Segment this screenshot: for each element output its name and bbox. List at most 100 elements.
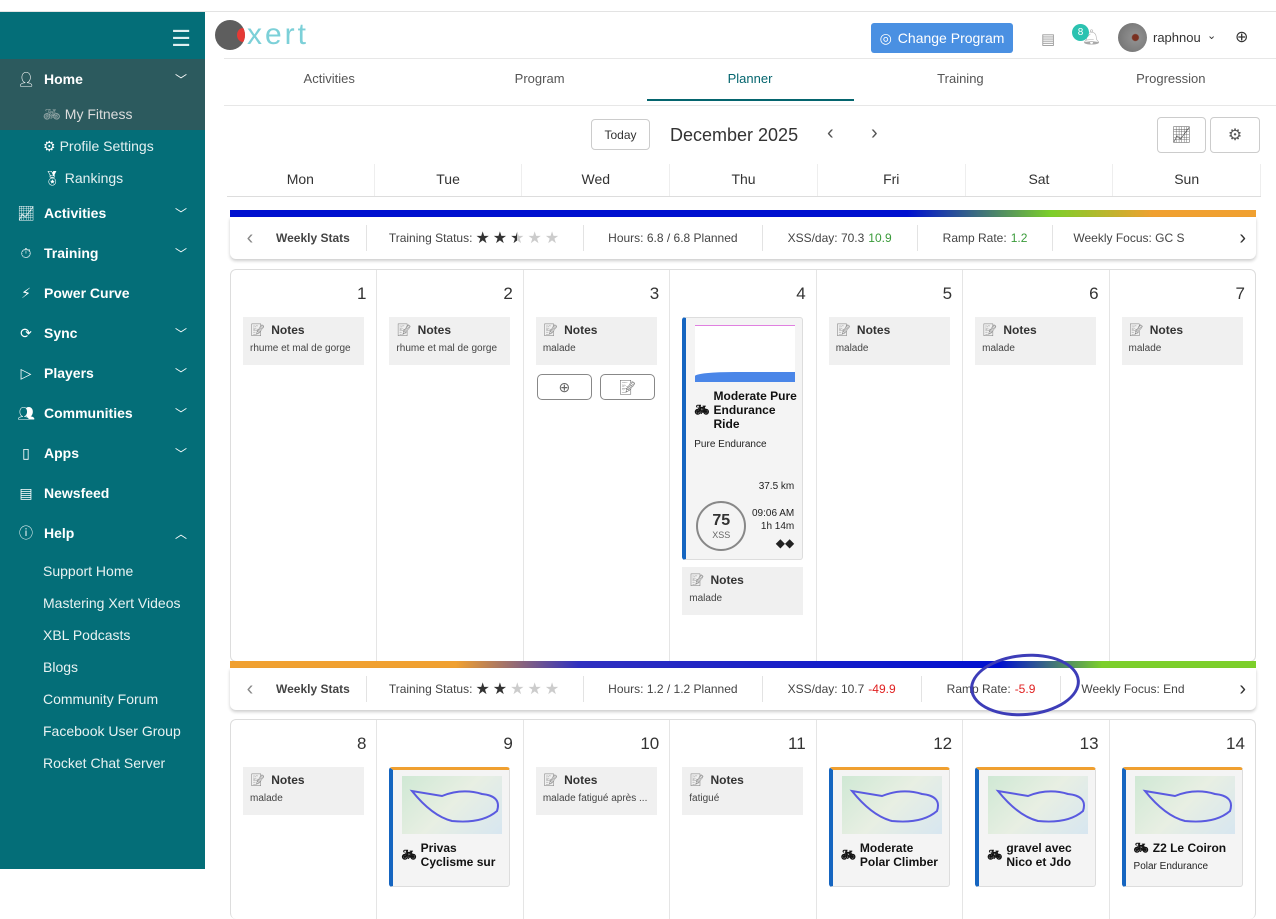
- today-button[interactable]: Today: [591, 119, 650, 150]
- prev-month-icon[interactable]: ‹: [827, 122, 834, 144]
- workout-distance: 37.5 km: [758, 481, 795, 492]
- tab-planner[interactable]: Planner: [645, 59, 855, 105]
- week-row: 1 📝︎ Notes rhume et mal de gorge 2 📝︎ Notes rhu…: [230, 269, 1256, 662]
- sidebar-subitem-my-fitness[interactable]: 🚲︎ My Fitness: [43, 106, 132, 123]
- next-month-icon[interactable]: ›: [871, 122, 878, 144]
- day-number: 12: [933, 734, 953, 753]
- notes-card[interactable]: 📝︎ Notes malade: [975, 317, 1097, 365]
- day-number: 7: [1235, 284, 1245, 303]
- chevron-down-icon[interactable]: ﹀: [174, 206, 187, 221]
- sidebar-item-newsfeed[interactable]: ▤ Newsfeed: [0, 473, 205, 513]
- chevron-left-icon[interactable]: ‹: [246, 226, 254, 249]
- notes-text: malade: [689, 593, 723, 604]
- calendar-day[interactable]: 4 🚲︎ Moderate Pure Endurance Ride Pure Endu…: [670, 270, 817, 661]
- notes-card[interactable]: 📝︎ Notes fatigué: [682, 767, 804, 815]
- chevron-down-icon[interactable]: ﹀: [174, 446, 187, 461]
- tab-activities[interactable]: Activities: [224, 59, 434, 105]
- notes-text: malade fatigué après ...: [542, 793, 648, 804]
- calendar-day[interactable]: 6 📝︎ Notes malade: [963, 270, 1110, 661]
- calendar-day[interactable]: 11 📝︎ Notes fatigué: [670, 720, 817, 919]
- day-number: 8: [356, 734, 367, 753]
- chevron-left-icon[interactable]: ‹: [246, 677, 254, 700]
- help-link[interactable]: Mastering Xert Videos: [43, 595, 181, 611]
- change-program-button[interactable]: ◎ Change Program: [871, 23, 1013, 53]
- notes-card[interactable]: 📝︎ Notes malade: [682, 567, 804, 615]
- sidebar-item-label: Players: [44, 365, 94, 381]
- chevron-down-icon[interactable]: ﹀: [174, 246, 187, 261]
- sidebar-subitem-profile-settings[interactable]: ⚙ Profile Settings: [43, 138, 154, 155]
- help-link[interactable]: Rocket Chat Server: [43, 755, 166, 771]
- activity-card[interactable]: 🚲︎ gravel avec Nico et Jdo: [975, 767, 1097, 887]
- chevron-right-icon[interactable]: ›: [1239, 226, 1246, 250]
- calendar-day[interactable]: 13 🚲︎ gravel avec Nico et Jdo: [963, 720, 1110, 919]
- sidebar-item-home[interactable]: 👤︎ Home ﹀: [0, 59, 205, 99]
- chevron-down-icon[interactable]: ﹀: [174, 72, 187, 87]
- notes-card[interactable]: 📝︎ Notes malade: [243, 767, 364, 815]
- tab-program[interactable]: Program: [434, 59, 644, 105]
- weekday-tue: Tue: [375, 164, 523, 196]
- bike-icon: 🚲︎: [43, 106, 61, 122]
- chevron-down-icon[interactable]: ﹀: [174, 326, 187, 341]
- chevron-up-icon[interactable]: ︿: [174, 526, 187, 541]
- xert-logo[interactable]: xert: [215, 20, 309, 50]
- sidebar-subitem-rankings[interactable]: 🏅︎ Rankings: [43, 170, 123, 187]
- add-workout-button[interactable]: ⊕: [536, 374, 592, 400]
- add-note-button[interactable]: 📝︎: [599, 374, 655, 400]
- sidebar-item-players[interactable]: ▷ Players ﹀: [0, 353, 205, 393]
- settings-button[interactable]: ⚙: [1210, 117, 1260, 153]
- avatar[interactable]: [1118, 23, 1147, 52]
- activity-title-row: 🚲︎ Privas Cyclisme sur: [393, 834, 509, 869]
- help-link[interactable]: Support Home: [43, 563, 134, 579]
- help-link[interactable]: XBL Podcasts: [43, 627, 131, 643]
- sidebar-item-communities[interactable]: 👥︎ Communities ﹀: [0, 393, 205, 433]
- ramp-rate-label: Ramp Rate:: [942, 231, 1007, 245]
- calendar-day[interactable]: 14 🚲︎ Z2 Le Coiron Polar Endurance: [1110, 720, 1255, 919]
- notes-card[interactable]: 📝︎ Notes malade fatigué après ...: [535, 767, 657, 815]
- help-link[interactable]: Blogs: [43, 659, 79, 675]
- calendar-day[interactable]: 10 📝︎ Notes malade fatigué après ...: [524, 720, 671, 919]
- notes-card[interactable]: 📝︎ Notes malade: [1121, 317, 1243, 365]
- sidebar-item-sync[interactable]: ⟳ Sync ﹀: [0, 313, 205, 353]
- sidebar-item-training[interactable]: ⏱︎ Training ﹀: [0, 233, 205, 273]
- menu-icon[interactable]: ☰: [171, 26, 191, 51]
- notes-card[interactable]: 📝︎ Notes rhume et mal de gorge: [243, 317, 364, 365]
- calendar-day[interactable]: 8 📝︎ Notes malade: [231, 720, 378, 919]
- chart-button[interactable]: 📈︎: [1157, 117, 1206, 153]
- chevron-down-icon[interactable]: ⌄: [1207, 30, 1217, 42]
- notes-card[interactable]: 📝︎ Notes malade: [828, 317, 950, 365]
- sidebar-item-power-curve[interactable]: ⚡︎ Power Curve: [0, 273, 205, 313]
- calendar-day[interactable]: 2 📝︎ Notes rhume et mal de gorge: [377, 270, 524, 661]
- activity-card[interactable]: 🚲︎ Moderate Polar Climber: [828, 767, 950, 887]
- activity-card[interactable]: 🚲︎ Privas Cyclisme sur: [389, 767, 511, 887]
- chevron-down-icon[interactable]: ﹀: [174, 366, 187, 381]
- plus-circle-icon[interactable]: ⊕: [1235, 29, 1249, 46]
- calendar-day[interactable]: 12 🚲︎ Moderate Polar Climber: [817, 720, 964, 919]
- username[interactable]: raphnou: [1153, 30, 1201, 45]
- logo-mark: [215, 20, 245, 50]
- calendar-day[interactable]: 3 📝︎ Notes malade ⊕ 📝︎: [524, 270, 671, 661]
- notes-card[interactable]: 📝︎ Notes malade: [535, 317, 657, 365]
- sidebar-item-help[interactable]: ⓘ Help ︿: [0, 513, 205, 553]
- help-link[interactable]: Community Forum: [43, 691, 159, 707]
- xss-label: XSS: [712, 530, 731, 540]
- tab-training[interactable]: Training: [855, 59, 1065, 105]
- calendar-day[interactable]: 1 📝︎ Notes rhume et mal de gorge: [231, 270, 378, 661]
- workout-duration: 1h 14m: [760, 521, 795, 532]
- calendar-day[interactable]: 5 📝︎ Notes malade: [817, 270, 964, 661]
- notes-icon: 📝︎: [835, 323, 851, 337]
- activity-title-row: 🚲︎ Z2 Le Coiron: [1126, 834, 1242, 855]
- help-link[interactable]: Facebook User Group: [43, 723, 181, 739]
- sidebar-item-activities[interactable]: 📈︎ Activities ﹀: [0, 193, 205, 233]
- chevron-right-icon[interactable]: ›: [1239, 677, 1246, 701]
- bike-icon: 🚲︎: [987, 848, 1003, 862]
- chevron-down-icon[interactable]: ﹀: [174, 406, 187, 421]
- calendar-day[interactable]: 7 📝︎ Notes malade: [1110, 270, 1255, 661]
- tab-progression[interactable]: Progression: [1066, 59, 1276, 105]
- calendar-day[interactable]: 9 🚲︎ Privas Cyclisme sur: [377, 720, 524, 919]
- newspaper-icon[interactable]: ▤: [1041, 31, 1056, 48]
- sidebar-item-apps[interactable]: ▯ Apps ﹀: [0, 433, 205, 473]
- notes-card[interactable]: 📝︎ Notes rhume et mal de gorge: [389, 317, 511, 365]
- activity-card[interactable]: 🚲︎ Z2 Le Coiron Polar Endurance: [1121, 767, 1243, 887]
- workout-card[interactable]: 🚲︎ Moderate Pure Endurance Ride Pure Endur…: [682, 317, 804, 560]
- home-group: [0, 59, 205, 130]
